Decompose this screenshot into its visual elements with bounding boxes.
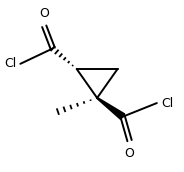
Polygon shape	[97, 98, 125, 120]
Text: Cl: Cl	[161, 96, 173, 110]
Text: O: O	[125, 147, 135, 160]
Text: Cl: Cl	[4, 57, 16, 70]
Text: O: O	[39, 7, 49, 20]
